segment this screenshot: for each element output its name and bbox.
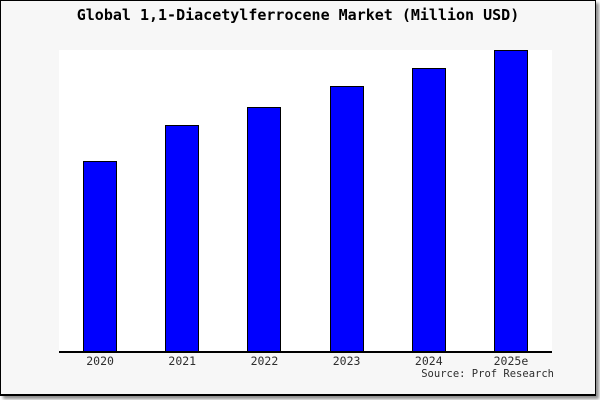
x-tick-2023: 2023 (332, 354, 361, 368)
bar-slot-2021 (141, 50, 223, 351)
x-axis-tick-labels: 2020 2021 2022 2023 2024 2025e (59, 355, 552, 368)
bar-2022 (247, 107, 282, 351)
bar-slot-2024 (388, 50, 470, 351)
x-tick-2022: 2022 (250, 354, 279, 368)
bar-slot-2025e (470, 50, 552, 351)
chart-title: Global 1,1-Diacetylferrocene Market (Mil… (76, 6, 520, 24)
bar-2020 (83, 161, 118, 351)
bar-slot-2022 (223, 50, 305, 351)
plot-area (59, 50, 552, 353)
x-tick-2024: 2024 (414, 354, 443, 368)
bar-2025e (493, 50, 528, 351)
source-note: Source: Prof Research (421, 368, 554, 380)
x-tick-2025e: 2025e (493, 354, 529, 368)
bar-2024 (411, 68, 446, 351)
x-tick-2020: 2020 (86, 354, 114, 368)
x-tick-2021: 2021 (168, 354, 197, 368)
bar-2023 (329, 86, 364, 351)
bar-2021 (165, 125, 200, 351)
bar-slot-2023 (306, 50, 388, 351)
bar-slot-2020 (59, 50, 141, 351)
bar-series (59, 50, 552, 351)
